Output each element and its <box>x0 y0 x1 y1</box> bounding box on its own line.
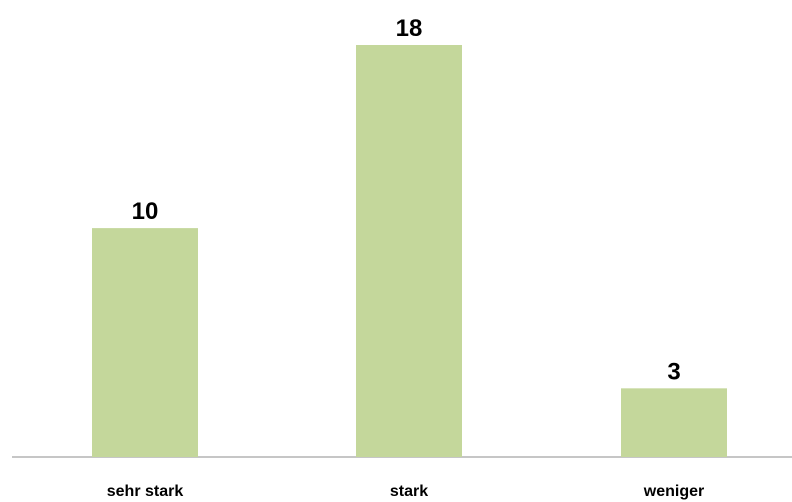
data-labels-group: 10 18 3 <box>132 15 681 385</box>
bar-sehr-stark <box>92 228 198 457</box>
tick-label-stark: stark <box>390 483 428 500</box>
data-label-stark: 18 <box>396 15 423 42</box>
bars-group <box>92 45 727 457</box>
tick-labels-group: sehr stark stark weniger <box>107 483 704 500</box>
bar-stark <box>356 45 462 457</box>
tick-label-weniger: weniger <box>643 483 704 500</box>
bar-weniger <box>621 388 727 457</box>
data-label-weniger: 3 <box>667 358 680 385</box>
tick-label-sehr-stark: sehr stark <box>107 483 184 500</box>
data-label-sehr-stark: 10 <box>132 198 159 225</box>
